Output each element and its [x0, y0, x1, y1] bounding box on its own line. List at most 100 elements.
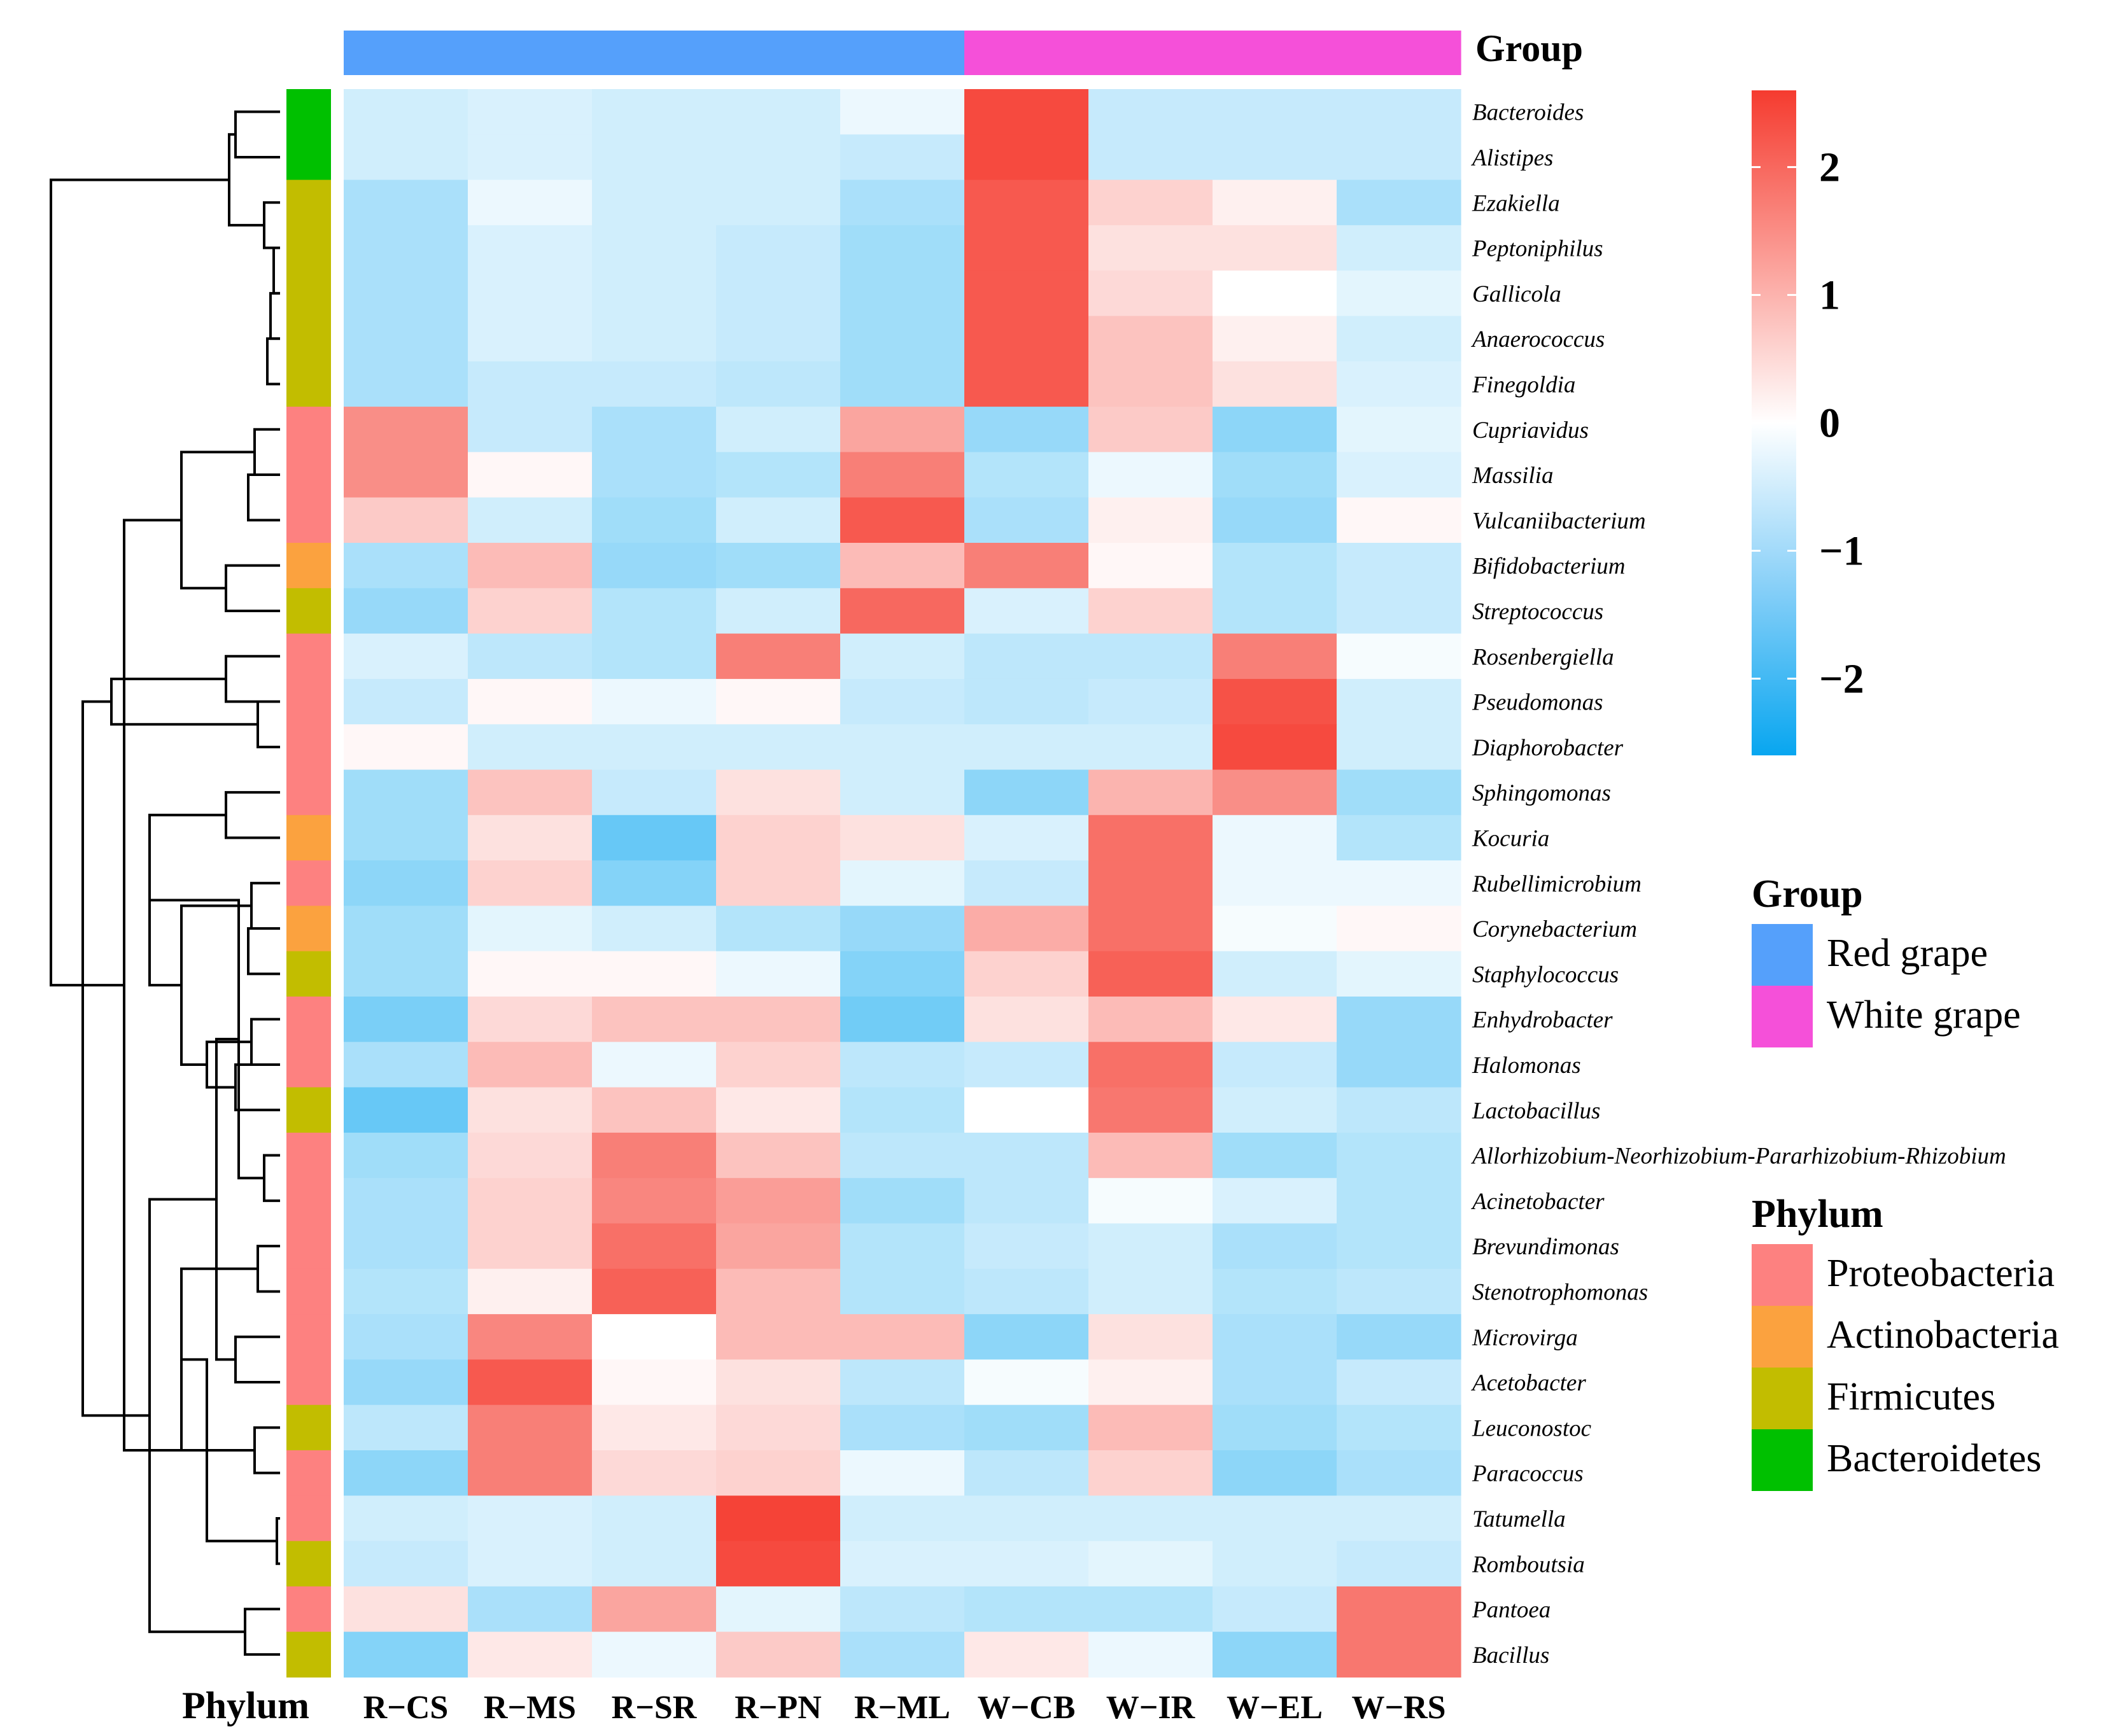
- cell-halomonas-4: [840, 1042, 965, 1088]
- cell-streptococcus-1: [468, 588, 593, 634]
- cell-streptococcus-8: [1337, 588, 1461, 634]
- cell-gallicola-6: [1088, 270, 1213, 317]
- cell-kocuria-6: [1088, 815, 1213, 861]
- cell-diaphorobacter-1: [468, 724, 593, 771]
- dendrogram-branch: [253, 428, 280, 477]
- column-label: W−EL: [1227, 1690, 1323, 1726]
- cell-corynebacterium-2: [592, 906, 717, 952]
- cell-allorhizobium-neorhizobium-pararhizobium-rhizobium-3: [716, 1132, 841, 1179]
- cell-finegoldia-0: [344, 361, 468, 407]
- cell-acinetobacter-1: [468, 1178, 593, 1224]
- cell-ezakiella-0: [344, 179, 468, 226]
- cell-pantoea-4: [840, 1586, 965, 1632]
- row-label: Stenotrophomonas: [1472, 1279, 1648, 1305]
- cell-rosenbergiella-1: [468, 633, 593, 680]
- cell-bacillus-7: [1213, 1632, 1337, 1678]
- phylum-bar-segment: [286, 724, 331, 771]
- cell-bifidobacterium-6: [1088, 543, 1213, 589]
- cell-vulcaniibacterium-2: [592, 497, 717, 543]
- cell-acinetobacter-2: [592, 1178, 717, 1224]
- cell-staphylococcus-3: [716, 951, 841, 997]
- dendrogram-branch: [148, 1198, 245, 1634]
- cell-peptoniphilus-1: [468, 225, 593, 271]
- cell-peptoniphilus-7: [1213, 225, 1337, 271]
- cell-kocuria-3: [716, 815, 841, 861]
- phylum-annotation-bar: [286, 89, 331, 1678]
- cell-enhydrobacter-4: [840, 997, 965, 1042]
- cell-allorhizobium-neorhizobium-pararhizobium-rhizobium-5: [964, 1132, 1089, 1179]
- cell-bacillus-8: [1337, 1632, 1461, 1678]
- cell-staphylococcus-6: [1088, 951, 1213, 997]
- cell-sphingomonas-6: [1088, 769, 1213, 816]
- column-label: R−MS: [484, 1690, 576, 1726]
- group-bar-title: Group: [1475, 27, 1583, 69]
- dendrogram-branch: [257, 1245, 280, 1293]
- cell-rubellimicrobium-6: [1088, 860, 1213, 906]
- cell-cupriavidus-0: [344, 407, 468, 452]
- cell-halomonas-3: [716, 1042, 841, 1088]
- cell-allorhizobium-neorhizobium-pararhizobium-rhizobium-0: [344, 1132, 468, 1179]
- cell-pseudomonas-7: [1213, 678, 1337, 725]
- cell-romboutsia-1: [468, 1541, 593, 1587]
- cell-cupriavidus-6: [1088, 407, 1213, 452]
- cell-alistipes-0: [344, 134, 468, 181]
- legend-label: Red grape: [1827, 932, 1988, 975]
- cell-lactobacillus-2: [592, 1087, 717, 1133]
- cell-acinetobacter-3: [716, 1178, 841, 1224]
- cell-halomonas-0: [344, 1042, 468, 1088]
- cell-allorhizobium-neorhizobium-pararhizobium-rhizobium-4: [840, 1132, 965, 1179]
- cell-corynebacterium-3: [716, 906, 841, 952]
- cell-stenotrophomonas-3: [716, 1268, 841, 1315]
- heatmap-cells: [344, 89, 1461, 1678]
- cell-bacteroides-3: [716, 89, 841, 135]
- cell-microvirga-1: [468, 1314, 593, 1360]
- color-scale-tick-label: −2: [1819, 655, 1864, 702]
- phylum-bar-title: Phylum: [182, 1684, 309, 1726]
- cell-staphylococcus-8: [1337, 951, 1461, 997]
- column-label: R−SR: [612, 1690, 698, 1726]
- cell-anaerococcus-1: [468, 316, 593, 362]
- cell-tatumella-1: [468, 1495, 593, 1542]
- cell-massilia-5: [964, 452, 1089, 498]
- cell-pseudomonas-6: [1088, 678, 1213, 725]
- cell-sphingomonas-8: [1337, 769, 1461, 816]
- dendrogram-branch: [263, 201, 280, 249]
- phylum-bar-segment: [286, 906, 331, 952]
- cell-bacteroides-1: [468, 89, 593, 135]
- row-label: Acetobacter: [1470, 1370, 1586, 1396]
- row-label: Brevundimonas: [1472, 1234, 1619, 1260]
- dendrogram-branch: [250, 1018, 280, 1066]
- cell-peptoniphilus-5: [964, 225, 1089, 271]
- cell-enhydrobacter-1: [468, 997, 593, 1042]
- row-label: Enhydrobacter: [1472, 1007, 1613, 1033]
- phylum-bar-segment: [286, 225, 331, 271]
- cell-pseudomonas-1: [468, 678, 593, 725]
- cell-lactobacillus-8: [1337, 1087, 1461, 1133]
- legend-label: Firmicutes: [1827, 1375, 1995, 1418]
- cell-lactobacillus-0: [344, 1087, 468, 1133]
- cell-pantoea-6: [1088, 1586, 1213, 1632]
- cell-rosenbergiella-5: [964, 633, 1089, 680]
- cell-finegoldia-7: [1213, 361, 1337, 407]
- cell-peptoniphilus-4: [840, 225, 965, 271]
- cell-acetobacter-2: [592, 1359, 717, 1406]
- row-label: Bifidobacterium: [1472, 554, 1625, 580]
- color-scale-tick-label: 0: [1819, 400, 1840, 447]
- cell-tatumella-6: [1088, 1495, 1213, 1542]
- cell-tatumella-8: [1337, 1495, 1461, 1542]
- cell-diaphorobacter-4: [840, 724, 965, 771]
- row-label: Corynebacterium: [1472, 916, 1637, 942]
- phylum-bar-segment: [286, 179, 331, 226]
- cell-cupriavidus-5: [964, 407, 1089, 452]
- phylum-bar-segment: [286, 1132, 331, 1179]
- phylum-bar-segment: [286, 1223, 331, 1270]
- cell-peptoniphilus-2: [592, 225, 717, 271]
- cell-rubellimicrobium-7: [1213, 860, 1337, 906]
- cell-finegoldia-6: [1088, 361, 1213, 407]
- phylum-bar-segment: [286, 678, 331, 725]
- dendrogram-branch: [253, 1426, 280, 1474]
- group-bar-segment: [964, 31, 1089, 75]
- cell-pantoea-1: [468, 1586, 593, 1632]
- cell-sphingomonas-3: [716, 769, 841, 816]
- dendrogram-branch: [272, 246, 280, 295]
